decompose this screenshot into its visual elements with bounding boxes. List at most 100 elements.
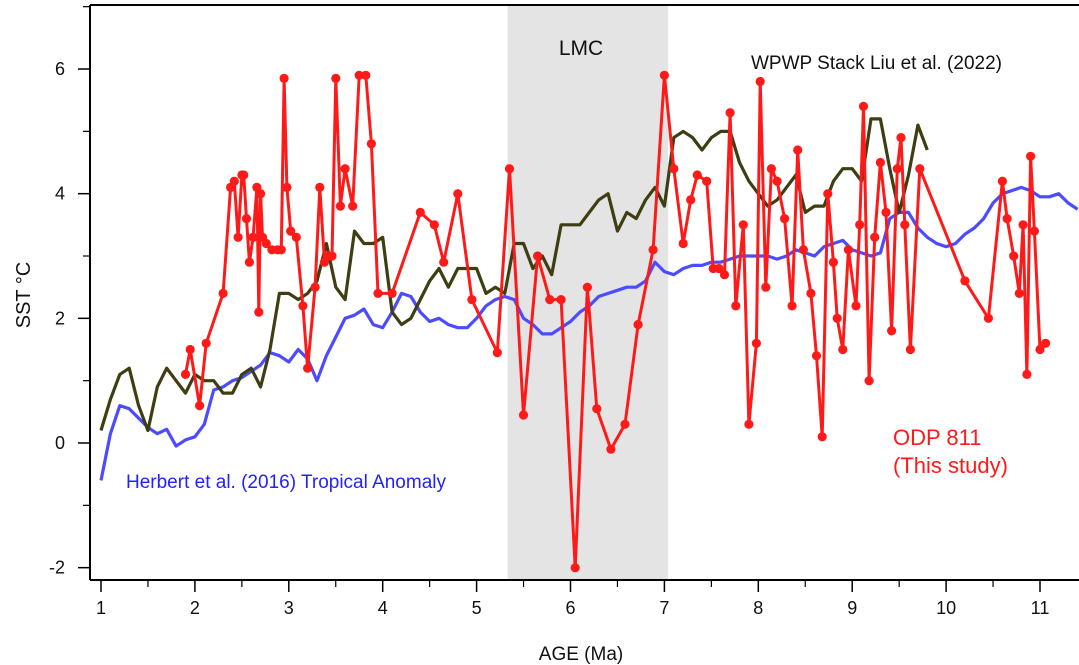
series-odp-811-point (361, 70, 371, 80)
series-odp-811-point (387, 288, 397, 298)
series-odp-811-point (983, 313, 994, 323)
series-odp-811-point (340, 164, 350, 174)
series-odp-811-point (504, 164, 515, 174)
series-odp-811-point (180, 369, 191, 379)
series-odp-811-point (787, 301, 797, 311)
series-odp-811-point (669, 164, 679, 174)
series-odp-811-point (817, 432, 827, 442)
series-odp-811-point (811, 351, 822, 361)
series-odp-811-point (545, 295, 555, 305)
x-tick-label: 6 (565, 598, 575, 618)
series-odp-811-point (282, 182, 292, 192)
series-odp-811-point (327, 251, 337, 261)
y-tick-label: -2 (49, 558, 65, 578)
series-odp-811-point (254, 307, 264, 317)
series-odp-811-point (439, 257, 449, 267)
series-odp-811-point (1014, 288, 1024, 298)
annotation-this-study: (This study) (893, 453, 1008, 478)
y-tick-label: 4 (55, 184, 65, 204)
series-odp-811-point (828, 257, 839, 267)
series-odp-811-point (725, 108, 735, 118)
series-odp-811-point (533, 251, 543, 261)
series-odp-811-point (331, 73, 341, 83)
series-odp-811-point (233, 232, 243, 242)
series-odp-811-point (1009, 251, 1019, 261)
series-odp-811-point (239, 170, 249, 180)
x-tick-label: 5 (472, 598, 482, 618)
series-odp-811-point (1026, 151, 1036, 161)
series-odp-811-point (761, 282, 771, 292)
series-odp-811-point (256, 189, 266, 199)
x-tick-label: 10 (936, 598, 956, 618)
x-tick-label: 7 (659, 598, 669, 618)
series-odp-811-point (298, 301, 308, 311)
series-odp-811-point (366, 139, 376, 149)
series-odp-811-point (832, 313, 842, 323)
series-odp-811-point (315, 182, 325, 192)
series-odp-811-point (900, 220, 910, 230)
annotation-wpwp: WPWP Stack Liu et al. (2022) (751, 53, 1002, 74)
series-odp-811-point (997, 176, 1008, 186)
series-odp-811-point (751, 338, 762, 348)
series-odp-811-point (218, 288, 228, 298)
series-odp-811-point (858, 101, 869, 111)
series-odp-811-point (467, 295, 477, 305)
y-tick-label: 6 (55, 59, 65, 79)
series-odp-811-point (291, 232, 301, 242)
series-odp-811-point (719, 270, 730, 280)
series-odp-811-point (348, 201, 358, 211)
series-odp-811-point (648, 245, 658, 255)
series-odp-811-point (185, 344, 195, 355)
series-odp-811-point (582, 282, 593, 292)
series-odp-811-point (570, 563, 580, 573)
x-tick-label: 1 (96, 598, 106, 618)
series-odp-811 (180, 70, 1051, 573)
series-odp-811-point (744, 419, 754, 429)
series-odp-811-point (905, 344, 916, 355)
series-odp-811-point (686, 195, 696, 205)
x-axis-label: AGE (Ma) (539, 644, 623, 665)
annotation-herbert: Herbert et al. (2016) Tropical Anomaly (126, 472, 446, 493)
series-odp-811-point (620, 419, 630, 429)
series-odp-811-point (606, 444, 616, 454)
series-odp-811-point (915, 164, 925, 174)
series-odp-811-point (1022, 369, 1032, 379)
series-odp-811-point (518, 410, 529, 420)
y-tick-label: 2 (55, 308, 65, 328)
series-odp-811-point (310, 282, 320, 292)
series-odp-811-point (492, 348, 502, 358)
series-odp-811-point (195, 401, 205, 411)
series-odp-811-point (659, 70, 670, 80)
series-odp-811-point (870, 232, 880, 242)
series-odp-811-point (738, 220, 748, 230)
series-odp-811-point (843, 245, 854, 255)
series-odp-811-point (755, 76, 765, 87)
series-odp-811-point (875, 157, 886, 168)
series-odp-811-point (960, 276, 970, 286)
series-odp-811-point (261, 238, 271, 249)
series-odp-811-point (766, 164, 777, 174)
series-odp-811-point (276, 245, 286, 255)
series-layer (99, 70, 1079, 573)
series-odp-811-point (373, 288, 383, 298)
series-odp-811-point (864, 376, 874, 386)
series-odp-811-point (592, 404, 602, 414)
series-odp-811-point (714, 263, 724, 274)
series-odp-811-point (793, 145, 803, 155)
x-tick-label: 8 (753, 598, 763, 618)
series-odp-811-point (429, 220, 439, 230)
series-odp-811-point (279, 73, 289, 83)
series-odp-811-point (303, 363, 313, 373)
series-odp-811-point (229, 176, 239, 186)
annotation-lmc: LMC (559, 37, 603, 60)
series-odp-811-point (692, 170, 702, 180)
x-tick-label: 4 (378, 598, 388, 618)
series-odp-811-point (780, 214, 790, 224)
axes-layer (89, 4, 1079, 581)
series-odp-811-point (851, 301, 861, 311)
series-odp-811-point (1002, 214, 1012, 224)
series-odp-811-point (881, 207, 891, 217)
series-odp-811-point (823, 189, 833, 199)
y-axis-label: SST °C (13, 262, 35, 329)
